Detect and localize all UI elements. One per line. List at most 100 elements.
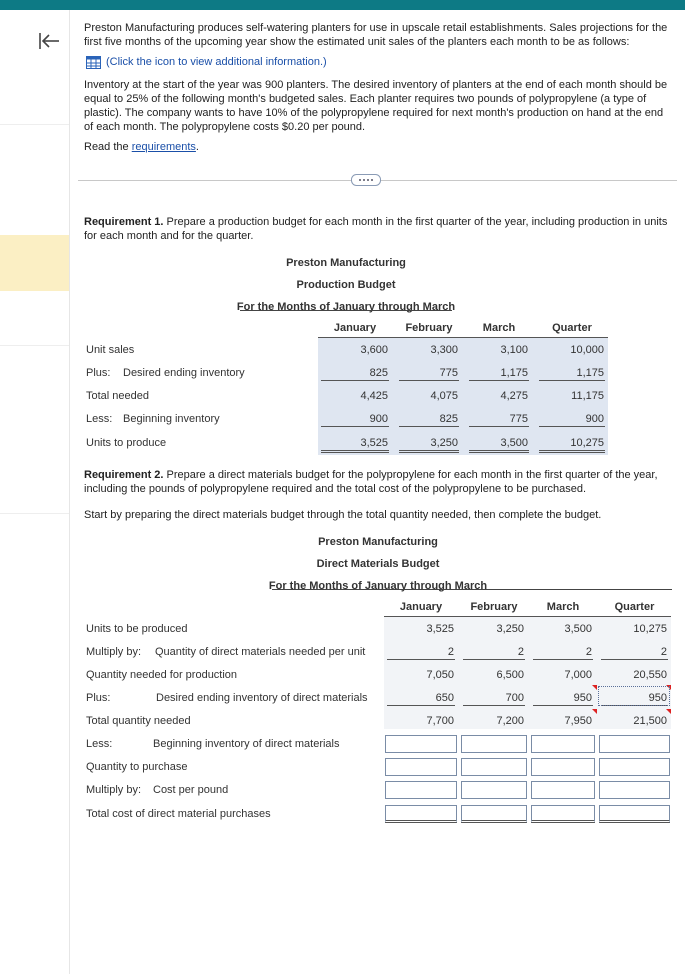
cell-value: 1,175 xyxy=(500,367,528,379)
cell-value: 4,425 xyxy=(360,390,388,402)
read-prefix: Read the xyxy=(84,141,129,153)
cell-value: 10,275 xyxy=(633,623,667,635)
sidebar-highlight xyxy=(0,235,69,291)
rule xyxy=(321,426,389,427)
cell-value: 10,275 xyxy=(570,437,604,449)
rule xyxy=(399,450,459,453)
cell-value: 700 xyxy=(505,692,524,704)
cell-value: 3,250 xyxy=(496,623,524,635)
cell-input[interactable] xyxy=(385,735,457,753)
rule xyxy=(318,337,608,338)
info-icon[interactable] xyxy=(86,56,102,70)
row-label: Total quantity needed xyxy=(86,715,191,727)
budget-company: Preston Manufacturing xyxy=(286,257,406,269)
cell-input[interactable] xyxy=(385,781,457,799)
row-label: Quantity needed for production xyxy=(86,669,238,681)
row-sublabel: Beginning inventory xyxy=(123,413,220,425)
budget-title: Direct Materials Budget xyxy=(316,558,440,570)
row-label: Multiply by: xyxy=(86,784,142,796)
cell-value: 900 xyxy=(585,413,604,425)
rule xyxy=(533,659,593,660)
row-label: Multiply by: xyxy=(86,646,142,658)
row-label: Less: xyxy=(86,738,113,750)
rule xyxy=(539,380,605,381)
row-sublabel: Cost per pound xyxy=(153,784,229,796)
budget-period: For the Months of January through March xyxy=(236,301,456,313)
cell-value: 10,000 xyxy=(570,344,604,356)
cell-value: 3,525 xyxy=(426,623,454,635)
cell-input[interactable] xyxy=(531,758,595,776)
row-label: Quantity to purchase xyxy=(86,761,188,773)
cell-input[interactable] xyxy=(461,781,527,799)
requirement-text: Prepare a production budget for each mon… xyxy=(84,216,668,242)
error-marker xyxy=(666,709,671,714)
cell-input[interactable] xyxy=(599,735,670,753)
cell-input[interactable] xyxy=(531,805,595,823)
cell-input[interactable] xyxy=(531,781,595,799)
row-sublabel: Beginning inventory of direct materials xyxy=(153,738,340,750)
cell-input[interactable] xyxy=(461,805,527,823)
row-label: Total cost of direct material purchases xyxy=(86,808,271,820)
cell-value: 650 xyxy=(435,692,454,704)
column-header: March xyxy=(482,322,516,334)
rule xyxy=(321,380,389,381)
cell-value: 2 xyxy=(660,646,667,658)
budget-period: For the Months of January through March xyxy=(268,580,488,592)
cell-value: 7,950 xyxy=(564,715,592,727)
budget-shading xyxy=(318,338,608,455)
error-marker xyxy=(666,685,671,690)
expand-button[interactable] xyxy=(351,174,381,186)
rule xyxy=(539,426,605,427)
cell-input[interactable] xyxy=(461,735,527,753)
column-header: Quarter xyxy=(552,322,592,334)
row-sublabel: Quantity of direct materials needed per … xyxy=(155,646,366,658)
cell-value: 3,100 xyxy=(500,344,528,356)
requirements-link[interactable]: requirements xyxy=(131,141,196,153)
rule xyxy=(533,705,593,706)
cell-value: 20,550 xyxy=(633,669,667,681)
cell-input[interactable] xyxy=(599,805,670,823)
rule xyxy=(539,450,605,453)
cell-value: 3,600 xyxy=(360,344,388,356)
error-marker xyxy=(592,709,597,714)
row-label: Plus: xyxy=(86,692,111,704)
row-sublabel: Desired ending inventory xyxy=(123,367,245,379)
row-label: Less: xyxy=(86,413,113,425)
rule xyxy=(321,450,389,453)
row-label: Units to produce xyxy=(86,437,167,449)
sidebar-divider xyxy=(0,124,69,125)
requirement-2: Requirement 2. Prepare a direct material… xyxy=(84,468,674,496)
cell-value: 7,700 xyxy=(426,715,454,727)
rule xyxy=(384,616,671,617)
sidebar-divider xyxy=(0,345,69,346)
cell-value: 3,500 xyxy=(564,623,592,635)
cell-value: 3,250 xyxy=(430,437,458,449)
row-sublabel: Desired ending inventory of direct mater… xyxy=(156,692,368,704)
rule xyxy=(399,426,459,427)
cell-value: 950 xyxy=(648,692,667,704)
cell-input[interactable] xyxy=(599,758,670,776)
cell-value: 21,500 xyxy=(633,715,667,727)
intro-paragraph: Preston Manufacturing produces self-wate… xyxy=(84,22,668,48)
cell-value: 825 xyxy=(369,367,388,379)
budget-title: Production Budget xyxy=(296,279,396,291)
back-button[interactable] xyxy=(38,32,60,50)
cell-input[interactable] xyxy=(599,781,670,799)
cell-value: 1,175 xyxy=(576,367,604,379)
top-bar xyxy=(0,0,685,10)
cell-value: 7,050 xyxy=(426,669,454,681)
requirement-label: Requirement 1. xyxy=(84,216,164,228)
info-link[interactable]: (Click the icon to view additional infor… xyxy=(106,56,327,68)
rule xyxy=(387,705,455,706)
cell-value: 2 xyxy=(517,646,524,658)
cell-input[interactable] xyxy=(385,805,457,823)
cell-value: 7,200 xyxy=(496,715,524,727)
sidebar xyxy=(0,10,70,974)
sidebar-divider xyxy=(0,513,69,514)
cell-input[interactable] xyxy=(461,758,527,776)
cell-input[interactable] xyxy=(385,758,457,776)
rule xyxy=(240,310,452,311)
cell-value: 4,275 xyxy=(500,390,528,402)
cell-input[interactable] xyxy=(531,735,595,753)
row-label: Units to be produced xyxy=(86,623,188,635)
